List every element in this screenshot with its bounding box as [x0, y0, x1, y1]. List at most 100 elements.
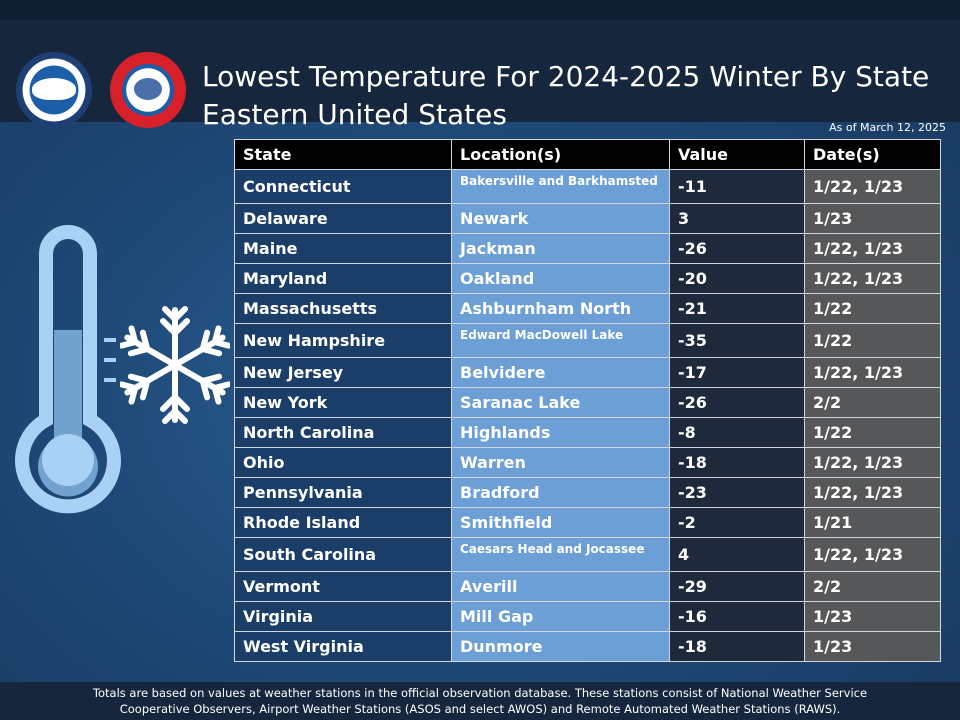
date-cell: 1/22, 1/23 — [804, 477, 941, 508]
table-header-row: State Location(s) Value Date(s) — [234, 139, 941, 170]
location-cell: Belvidere — [451, 357, 670, 388]
state-cell: Maine — [234, 233, 452, 264]
table-row: Maryland Oakland -20 1/22, 1/23 — [234, 263, 941, 294]
state-cell: Massachusetts — [234, 293, 452, 324]
state-cell: New Jersey — [234, 357, 452, 388]
value-cell: 3 — [669, 203, 805, 234]
value-cell: 4 — [669, 537, 805, 572]
date-cell: 1/22, 1/23 — [804, 357, 941, 388]
state-cell: West Virginia — [234, 631, 452, 662]
table-row: Massachusetts Ashburnham North -21 1/22 — [234, 293, 941, 324]
header-bar: Lowest Temperature For 2024-2025 Winter … — [0, 0, 960, 134]
state-cell: Vermont — [234, 571, 452, 602]
value-cell: -26 — [669, 233, 805, 264]
noaa-bird-icon — [32, 78, 76, 100]
date-cell: 1/22 — [804, 417, 941, 448]
value-cell: -18 — [669, 631, 805, 662]
table-row: Vermont Averill -29 2/2 — [234, 571, 941, 602]
date-cell: 1/23 — [804, 203, 941, 234]
page-title: Lowest Temperature For 2024-2025 Winter … — [202, 58, 929, 134]
value-cell: -29 — [669, 571, 805, 602]
table-row: North Carolina Highlands -8 1/22 — [234, 417, 941, 448]
location-cell: Saranac Lake — [451, 387, 670, 418]
location-cell: Caesars Head and Jocassee — [451, 537, 670, 572]
date-cell: 1/22, 1/23 — [804, 263, 941, 294]
value-cell: -23 — [669, 477, 805, 508]
value-cell: -26 — [669, 387, 805, 418]
state-cell: Connecticut — [234, 169, 452, 204]
noaa-logo — [16, 52, 92, 128]
location-cell: Highlands — [451, 417, 670, 448]
location-cell: Bradford — [451, 477, 670, 508]
location-cell: Bakersville and Barkhamsted — [451, 169, 670, 204]
value-cell: -11 — [669, 169, 805, 204]
location-cell: Averill — [451, 571, 670, 602]
location-cell: Warren — [451, 447, 670, 478]
date-cell: 1/22, 1/23 — [804, 447, 941, 478]
lowest-temperature-table: State Location(s) Value Date(s) Connecti… — [234, 139, 941, 662]
footer-line-2: Cooperative Observers, Airport Weather S… — [119, 702, 841, 716]
table-row: Delaware Newark 3 1/23 — [234, 203, 941, 234]
date-cell: 1/22, 1/23 — [804, 537, 941, 572]
date-cell: 1/22 — [804, 323, 941, 358]
state-cell: North Carolina — [234, 417, 452, 448]
date-cell: 1/23 — [804, 601, 941, 632]
table-row: Virginia Mill Gap -16 1/23 — [234, 601, 941, 632]
value-cell: -8 — [669, 417, 805, 448]
table-row: West Virginia Dunmore -18 1/23 — [234, 631, 941, 662]
header-state: State — [234, 139, 452, 170]
state-cell: Virginia — [234, 601, 452, 632]
title-line-2: Eastern United States — [202, 98, 507, 131]
nws-cloud-icon — [134, 78, 162, 100]
title-line-1: Lowest Temperature For 2024-2025 Winter … — [202, 60, 930, 93]
location-cell: Edward MacDowell Lake — [451, 323, 670, 358]
location-cell: Oakland — [451, 263, 670, 294]
table-row: New York Saranac Lake -26 2/2 — [234, 387, 941, 418]
value-cell: -16 — [669, 601, 805, 632]
date-cell: 1/22 — [804, 293, 941, 324]
table-row: Maine Jackman -26 1/22, 1/23 — [234, 233, 941, 264]
table-row: New Jersey Belvidere -17 1/22, 1/23 — [234, 357, 941, 388]
table-row: Rhode Island Smithfield -2 1/21 — [234, 507, 941, 538]
table-row: New Hampshire Edward MacDowell Lake -35 … — [234, 323, 941, 358]
state-cell: New Hampshire — [234, 323, 452, 358]
table-row: South Carolina Caesars Head and Jocassee… — [234, 537, 941, 572]
header-location: Location(s) — [451, 139, 670, 170]
value-cell: -21 — [669, 293, 805, 324]
state-cell: South Carolina — [234, 537, 452, 572]
date-cell: 2/2 — [804, 571, 941, 602]
footer-line-1: Totals are based on values at weather st… — [92, 686, 868, 700]
header-dates: Date(s) — [804, 139, 941, 170]
location-cell: Dunmore — [451, 631, 670, 662]
location-cell: Smithfield — [451, 507, 670, 538]
date-cell: 1/21 — [804, 507, 941, 538]
value-cell: -20 — [669, 263, 805, 294]
as-of-date: As of March 12, 2025 — [829, 121, 946, 134]
thermometer-icon — [15, 225, 121, 514]
date-cell: 1/23 — [804, 631, 941, 662]
nws-logo — [110, 52, 186, 128]
header-value: Value — [669, 139, 805, 170]
value-cell: -17 — [669, 357, 805, 388]
date-cell: 1/22, 1/23 — [804, 233, 941, 264]
state-cell: Delaware — [234, 203, 452, 234]
location-cell: Mill Gap — [451, 601, 670, 632]
table-row: Connecticut Bakersville and Barkhamsted … — [234, 169, 941, 204]
snowflake-icon — [120, 306, 230, 424]
table-row: Ohio Warren -18 1/22, 1/23 — [234, 447, 941, 478]
state-cell: Rhode Island — [234, 507, 452, 538]
value-cell: -18 — [669, 447, 805, 478]
value-cell: -35 — [669, 323, 805, 358]
location-cell: Ashburnham North — [451, 293, 670, 324]
state-cell: New York — [234, 387, 452, 418]
state-cell: Pennsylvania — [234, 477, 452, 508]
location-cell: Newark — [451, 203, 670, 234]
date-cell: 2/2 — [804, 387, 941, 418]
table-row: Pennsylvania Bradford -23 1/22, 1/23 — [234, 477, 941, 508]
location-cell: Jackman — [451, 233, 670, 264]
value-cell: -2 — [669, 507, 805, 538]
state-cell: Ohio — [234, 447, 452, 478]
footer-note: Totals are based on values at weather st… — [0, 682, 960, 720]
state-cell: Maryland — [234, 263, 452, 294]
date-cell: 1/22, 1/23 — [804, 169, 941, 204]
